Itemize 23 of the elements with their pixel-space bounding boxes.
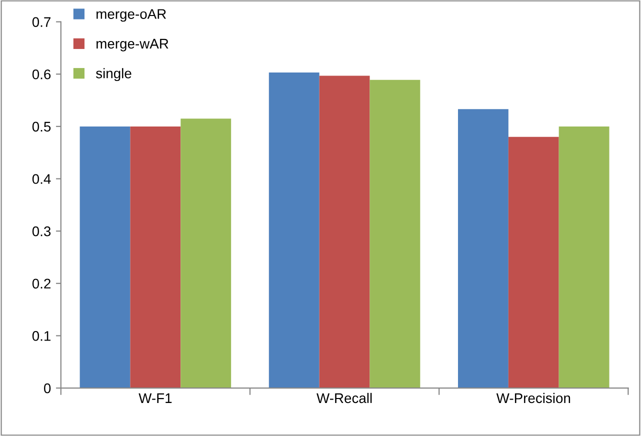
bar: [558, 126, 610, 388]
bar: [180, 118, 232, 388]
bar: [458, 109, 508, 388]
legend-label: merge-oAR: [96, 9, 166, 22]
y-tick-label: 0.6: [32, 69, 51, 80]
bar: [130, 126, 181, 388]
y-tick-label: 0.7: [32, 17, 50, 27]
x-tick-label: W-F1: [138, 393, 172, 403]
bar: [268, 72, 320, 388]
x-tick-label: W-Precision: [496, 392, 570, 404]
bar: [370, 80, 420, 388]
y-tick-label: 0.5: [32, 122, 51, 132]
y-tick-label: 0.2: [32, 278, 50, 289]
legend-label: single: [96, 68, 132, 82]
y-tick-label: 0.1: [32, 331, 50, 341]
bar: [80, 126, 130, 388]
y-tick-label: 0.3: [32, 226, 51, 236]
y-tick-label: 0: [44, 383, 51, 394]
bar: [319, 76, 370, 388]
y-tick-label: 0.4: [32, 174, 51, 184]
bar: [508, 136, 559, 388]
x-tick-label: W-Recall: [316, 392, 372, 404]
legend-label: merge-wAR: [96, 38, 168, 52]
